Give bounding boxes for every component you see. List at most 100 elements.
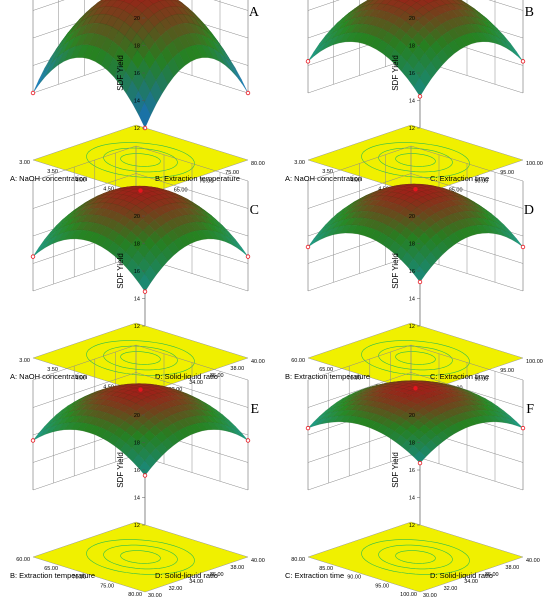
contour-floor (32, 124, 249, 196)
b-axis-label: C: Extraction time (430, 372, 489, 381)
a-tick-label: 80.00 (128, 592, 142, 598)
a-axis-ticks: 80.00 85.00 90.00 95.00 100.00 (291, 557, 417, 598)
a-tick-label: 80.00 (291, 557, 305, 563)
response-surface (32, 185, 249, 292)
z-tick-label: 12 (409, 324, 415, 330)
b-axis-label: D: Solid-liquid ratio (155, 571, 218, 580)
a-tick-label: 90.00 (347, 575, 361, 581)
z-tick-label: 18 (409, 44, 415, 50)
z-tick-label: 12 (134, 324, 140, 330)
b-tick-label: 100.00 (526, 161, 543, 167)
design-point (520, 425, 526, 431)
a-tick-label: 65.00 (44, 566, 58, 572)
a-tick-label: 70.00 (72, 575, 86, 581)
design-points (30, 188, 251, 294)
design-point (245, 254, 251, 259)
panel-letter: D (524, 203, 534, 218)
b-tick-label: 34.00 (464, 579, 478, 585)
a-tick-label: 3.50 (47, 169, 58, 175)
response-surface (307, 183, 524, 283)
z-tick-label: 16 (134, 269, 140, 275)
z-ticks: 12 14 16 18 20 (134, 413, 145, 529)
design-point (305, 244, 311, 250)
b-tick-label: 34.00 (189, 380, 203, 386)
z-axis-label: SDF Yield (391, 253, 400, 289)
a-tick-label: 4.50 (103, 384, 114, 390)
b-tick-label: 40.00 (526, 558, 540, 564)
a-tick-label: 65.00 (319, 367, 333, 373)
z-tick-label: 12 (409, 523, 415, 529)
design-points (30, 387, 251, 478)
z-tick-label: 16 (134, 468, 140, 474)
z-ticks: 12 14 16 18 20 (134, 16, 145, 132)
design-point (413, 386, 418, 391)
z-tick-label: 18 (134, 441, 140, 447)
z-ticks: 12 14 16 18 20 (409, 214, 420, 330)
z-tick-label: 20 (409, 16, 415, 22)
b-tick-label: 36.00 (210, 572, 224, 578)
floor-contours (361, 340, 470, 376)
z-axis-label: SDF Yield (391, 55, 400, 91)
a-tick-label: 70.00 (347, 376, 361, 382)
b-tick-label: 80.00 (251, 161, 265, 167)
b-tick-label: 38.00 (230, 366, 244, 372)
panel-letter: A (249, 5, 260, 20)
z-tick-label: 14 (134, 99, 140, 105)
design-point (30, 254, 36, 259)
design-point (30, 90, 36, 96)
b-axis-label: C: Extraction time (430, 174, 489, 183)
b-tick-label: 34.00 (189, 579, 203, 585)
z-tick-label: 18 (134, 242, 140, 248)
z-tick-label: 20 (134, 214, 140, 220)
z-tick-label: 16 (409, 71, 415, 77)
design-points (305, 187, 526, 285)
panel-letter: E (250, 402, 259, 417)
design-points (305, 59, 526, 99)
a-axis-label: A: NaOH concentration (10, 174, 87, 183)
a-tick-label: 4.00 (75, 178, 86, 184)
surface-panel-f: 12 14 16 18 20 SDF Yield 80.00 85.00 90.00 95.00 1… (285, 344, 540, 598)
z-tick-label: 18 (409, 242, 415, 248)
response-surface (307, 380, 524, 464)
design-point (142, 473, 148, 478)
design-point (138, 387, 143, 392)
response-surface (307, 0, 524, 97)
z-tick-label: 20 (409, 413, 415, 419)
a-tick-label: 4.00 (350, 178, 361, 184)
a-tick-label: 100.00 (400, 592, 417, 598)
z-tick-label: 14 (409, 99, 415, 105)
b-tick-label: 90.00 (475, 179, 489, 185)
a-tick-label: 3.00 (19, 358, 30, 364)
design-point (30, 438, 36, 443)
z-tick-label: 16 (409, 269, 415, 275)
z-tick-label: 14 (134, 297, 140, 303)
floor-contours (361, 539, 470, 575)
z-tick-label: 18 (134, 44, 140, 50)
response-surface (32, 0, 249, 129)
design-point (520, 244, 526, 250)
panel-letter: F (526, 402, 534, 417)
a-axis-label: B: Extraction temperature (10, 571, 95, 580)
a-tick-label: 95.00 (375, 583, 389, 589)
b-tick-label: 32.00 (169, 586, 183, 592)
a-tick-label: 60.00 (16, 557, 30, 563)
z-axis-label: SDF Yield (116, 55, 125, 91)
b-tick-label: 100.00 (526, 359, 543, 365)
z-ticks: 12 14 16 18 20 (409, 16, 420, 132)
z-ticks: 12 14 16 18 20 (134, 214, 145, 330)
design-point (305, 425, 311, 431)
b-tick-label: 85.00 (449, 187, 463, 193)
contour-floor (307, 322, 524, 394)
b-axis-label: D: Solid-liquid ratio (155, 372, 218, 381)
z-tick-label: 16 (134, 71, 140, 77)
a-tick-label: 85.00 (319, 566, 333, 572)
b-tick-label: 38.00 (505, 565, 519, 571)
b-tick-label: 75.00 (225, 170, 239, 176)
floor-contours (86, 539, 195, 575)
design-point (142, 289, 148, 294)
design-point (417, 94, 423, 99)
design-point (520, 59, 526, 64)
z-axis-label: SDF Yield (391, 452, 400, 488)
